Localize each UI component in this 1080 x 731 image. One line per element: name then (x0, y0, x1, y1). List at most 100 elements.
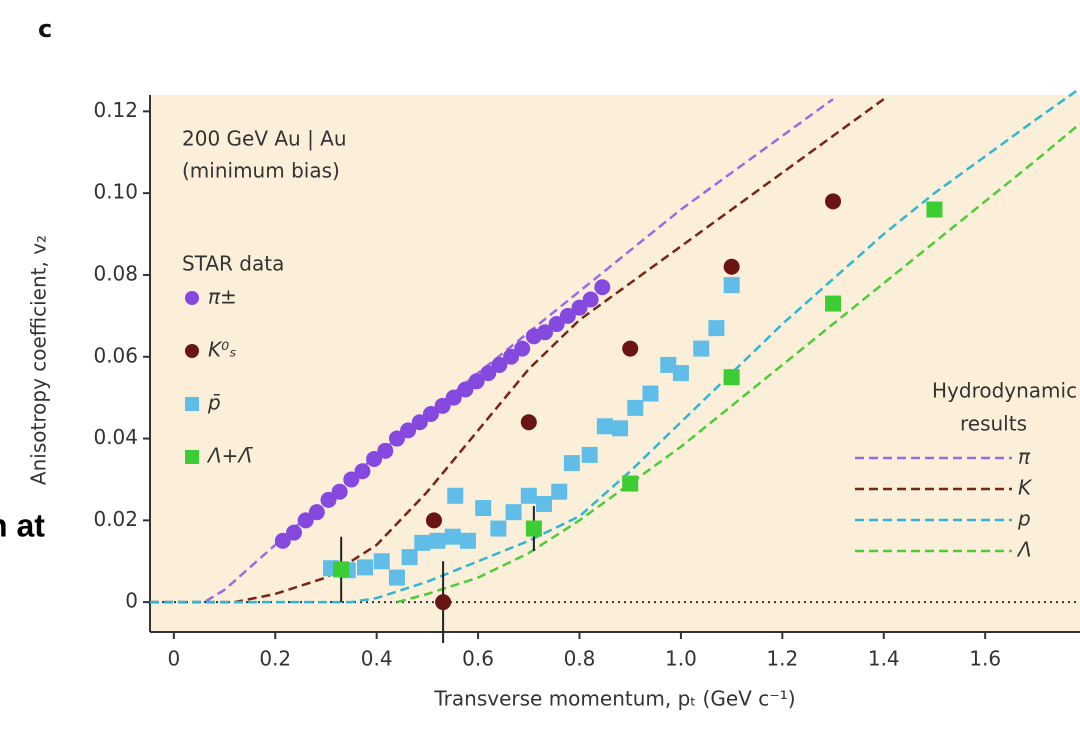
data-point (343, 471, 360, 488)
legend-marker (185, 397, 199, 411)
data-point (354, 463, 371, 480)
x-tick-label: 0.8 (564, 647, 596, 671)
y-tick-label: 0.02 (93, 507, 138, 531)
data-point (308, 504, 325, 521)
x-tick-label: 1.6 (969, 647, 1001, 671)
data-point (505, 504, 522, 521)
data-point (642, 385, 659, 402)
data-point (537, 324, 554, 341)
data-point (400, 422, 417, 439)
data-point (825, 193, 842, 210)
hydro-line (150, 98, 834, 604)
data-point (520, 487, 537, 504)
data-point (411, 414, 428, 431)
hydro-line (396, 122, 1080, 604)
legend-label: K⁰ₛ (208, 338, 237, 362)
annotation: 200 GeV Au | Au (182, 127, 347, 151)
lines-legend-title: Hydrodynamic (932, 379, 1077, 403)
data-point (581, 446, 598, 463)
data-point (459, 532, 476, 549)
legend-label: Λ+Λ̄ (206, 444, 253, 468)
data-point (536, 495, 553, 512)
legend-label: π (1018, 445, 1031, 469)
data-point (331, 483, 348, 500)
annotation: (minimum bias) (182, 159, 340, 183)
data-point (457, 381, 474, 398)
y-tick-label: 0.06 (93, 343, 138, 367)
data-point (388, 569, 405, 586)
data-point (672, 365, 689, 382)
data-point (447, 487, 464, 504)
legend-label: π± (208, 285, 237, 309)
y-tick-label: 0.04 (93, 425, 138, 449)
legend-marker (185, 344, 199, 358)
x-tick-label: 0.4 (361, 647, 393, 671)
data-point (286, 524, 303, 541)
data-point (622, 340, 639, 357)
data-point (612, 420, 629, 437)
data-point (401, 549, 418, 566)
data-point (274, 532, 291, 549)
data-point (723, 277, 740, 294)
data-point (366, 450, 383, 467)
data-point (525, 520, 542, 537)
data-point (444, 528, 461, 545)
data-point (582, 291, 599, 308)
data-point (559, 307, 576, 324)
data-point (490, 520, 507, 537)
y-tick-label: 0.12 (93, 98, 138, 122)
legend-marker (185, 450, 199, 464)
data-point (825, 295, 842, 312)
data-point (491, 356, 508, 373)
data-point (926, 201, 943, 218)
legend-label: p̄ (207, 391, 221, 415)
legend-label: Λ (1016, 538, 1032, 562)
data-point (425, 512, 442, 529)
data-point (503, 348, 520, 365)
data-point (723, 369, 740, 386)
data-point (480, 365, 497, 382)
legend-label: p (1017, 507, 1031, 531)
data-point (708, 320, 725, 337)
legend-label: K (1018, 476, 1033, 500)
legend-title: STAR data (182, 252, 284, 276)
data-point (297, 512, 314, 529)
data-point (622, 475, 639, 492)
data-point (357, 559, 374, 576)
data-point (548, 316, 565, 333)
x-tick-label: 0.2 (259, 647, 291, 671)
data-point (514, 340, 531, 357)
y-tick-label: 0 (125, 589, 138, 613)
panel-label: c (38, 15, 52, 43)
data-point (320, 491, 337, 508)
x-tick-label: 0 (167, 647, 180, 671)
data-point (333, 561, 350, 578)
data-point (551, 483, 568, 500)
data-point (429, 532, 446, 549)
lines-legend-title: results (960, 412, 1027, 436)
y-tick-label: 0.08 (93, 261, 138, 285)
plot-background (150, 95, 1080, 632)
y-tick-label: 0.10 (93, 180, 138, 204)
data-point (422, 406, 439, 423)
data-point (468, 373, 485, 390)
data-point (723, 258, 740, 275)
data-point (445, 389, 462, 406)
data-point (660, 356, 677, 373)
overlay-text: n at (0, 507, 45, 543)
data-point (434, 397, 451, 414)
x-axis-label: Transverse momentum, pₜ (GeV c⁻¹) (433, 687, 795, 711)
y-axis-label: Anisotropy coefficient, v₂ (27, 235, 51, 485)
data-point (693, 340, 710, 357)
data-point (571, 299, 588, 316)
data-point (435, 594, 452, 611)
data-point (475, 500, 492, 517)
data-point (627, 399, 644, 416)
data-point (520, 414, 537, 431)
data-point (596, 418, 613, 435)
data-point (563, 455, 580, 472)
legend-marker (185, 291, 199, 305)
x-tick-label: 0.6 (462, 647, 494, 671)
data-point (594, 279, 611, 296)
